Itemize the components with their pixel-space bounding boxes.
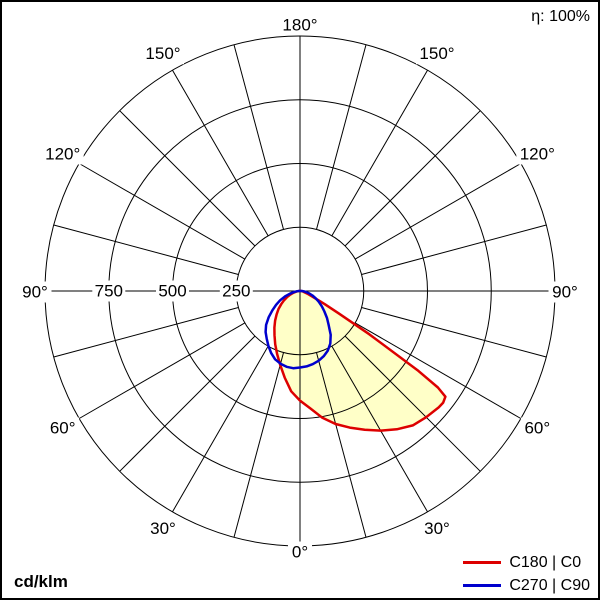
grid-radial-line bbox=[172, 345, 269, 513]
grid-radial-line bbox=[316, 352, 367, 538]
angle-label: 120° bbox=[520, 145, 555, 164]
grid-radial-line bbox=[119, 335, 256, 472]
angle-label-bg bbox=[288, 541, 312, 563]
radial-tick-label: 500 bbox=[158, 282, 186, 301]
curve-C90 bbox=[264, 289, 332, 370]
angle-label: 0° bbox=[292, 543, 308, 562]
curve-fill-C0 bbox=[274, 291, 446, 431]
legend: C180 | C0 C270 | C90 bbox=[463, 553, 590, 595]
angle-label-bg bbox=[416, 43, 458, 65]
grid-radial-line bbox=[172, 69, 269, 237]
grid-radial-line bbox=[78, 322, 246, 419]
legend-item: C180 | C0 bbox=[463, 553, 581, 572]
angle-label-bg bbox=[516, 143, 559, 165]
grid-radial-line bbox=[233, 44, 284, 230]
curve-fills bbox=[274, 291, 446, 431]
angle-label-bg bbox=[520, 417, 554, 439]
angle-label: 30° bbox=[424, 519, 450, 538]
angle-label-bg bbox=[279, 14, 321, 36]
curves bbox=[264, 289, 447, 432]
angle-label: 30° bbox=[150, 519, 176, 538]
angle-label: 60° bbox=[524, 419, 550, 438]
angle-label-bg bbox=[420, 517, 454, 539]
legend-label: C180 | C0 bbox=[509, 554, 582, 571]
legend-line-icon bbox=[463, 561, 502, 564]
grid-radial-line bbox=[119, 110, 256, 247]
angle-label-bg bbox=[18, 281, 52, 303]
grid-radial-line bbox=[316, 44, 367, 230]
radial-tick-label-bg bbox=[156, 280, 189, 302]
grid-labels: 250 500 750 0° 30° 30° 60° 60° 90° 90° 120° 120° 150… bbox=[18, 14, 582, 563]
grid-radial-line bbox=[361, 307, 547, 358]
legend-label: C270 | C90 bbox=[509, 577, 590, 594]
angle-label: 150° bbox=[145, 44, 180, 63]
angle-label-bg bbox=[142, 43, 184, 65]
grid-radial-line bbox=[53, 307, 239, 358]
angle-label-bg bbox=[146, 517, 180, 539]
angle-label-bg bbox=[41, 143, 84, 165]
grid-radial-line bbox=[331, 345, 428, 513]
angle-label: 90° bbox=[22, 283, 48, 302]
grid-radial-line bbox=[233, 352, 284, 538]
unit-label: cd/klm bbox=[14, 572, 68, 591]
grid-radial-line bbox=[361, 224, 547, 275]
angle-label: 90° bbox=[552, 283, 578, 302]
angle-label: 150° bbox=[419, 44, 454, 63]
grid-radial-line bbox=[344, 110, 481, 247]
angle-label-bg bbox=[548, 281, 582, 303]
grid-radial-line bbox=[354, 322, 522, 419]
legend-line-icon bbox=[463, 584, 502, 587]
grid-radial-line bbox=[53, 224, 239, 275]
radial-tick-label: 250 bbox=[222, 282, 250, 301]
efficiency-label: η: 100% bbox=[531, 8, 590, 25]
radial-tick-label-bg bbox=[92, 280, 126, 302]
grid-radial-line bbox=[331, 69, 428, 237]
grid-radial-line bbox=[78, 163, 246, 260]
radial-tick-label: 750 bbox=[95, 282, 123, 301]
grid-radial-line bbox=[354, 163, 522, 260]
angle-label: 120° bbox=[45, 145, 80, 164]
legend-item: C270 | C90 bbox=[463, 576, 590, 595]
angle-label: 180° bbox=[282, 16, 317, 35]
angle-label: 60° bbox=[50, 419, 76, 438]
radial-tick-label-bg bbox=[219, 280, 253, 302]
grid-radial-line bbox=[344, 335, 481, 472]
angle-label-bg bbox=[46, 417, 80, 439]
curve-C0 bbox=[273, 289, 447, 432]
